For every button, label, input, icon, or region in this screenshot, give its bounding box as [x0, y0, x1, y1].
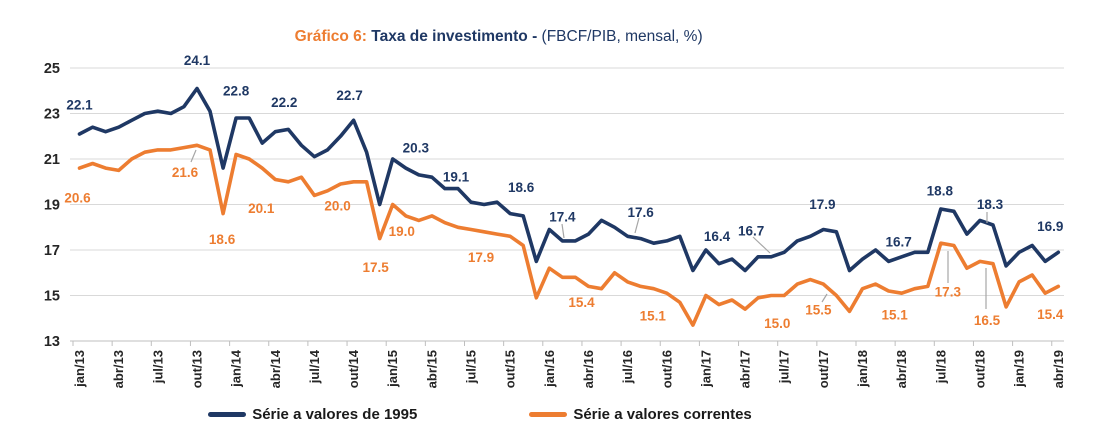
- data-label-out/13-24.1: 24.1: [184, 53, 211, 68]
- leader-line-15.5: [821, 293, 828, 303]
- chart-legend: Série a valores de 1995 Série a valores …: [0, 406, 960, 423]
- x-tick-label-jul/17: jul/17: [777, 350, 792, 384]
- data-label-jul/15-19.1: 19.1: [443, 170, 470, 185]
- data-label-abr/14-20.1: 20.1: [248, 201, 275, 216]
- data-label-mar/15-20.3: 20.3: [403, 140, 430, 155]
- legend-label-serie-correntes: Série a valores correntes: [573, 406, 752, 423]
- data-label-abr/19-16.9: 16.9: [1037, 219, 1063, 234]
- series-line-valores-correntes: [77, 143, 1061, 327]
- x-tick-label-abr/13: abr/13: [111, 350, 126, 388]
- data-label-jul/16-17.6: 17.6: [627, 205, 654, 220]
- data-label-jul/18-17.3: 17.3: [935, 285, 962, 300]
- x-tick-label-abr/14: abr/14: [268, 349, 283, 388]
- x-tick-label-jan/15: jan/15: [385, 350, 400, 388]
- data-label-out/17-15.5: 15.5: [805, 303, 832, 318]
- x-tick-label-jul/15: jul/15: [464, 350, 479, 384]
- data-labels: 20.6 21.6 18.6 20.1 20.0 17.5 19.0 17.9 15.4 15.1…: [64, 53, 1064, 331]
- chart-title-units: (FBCF/PIB, mensal, %): [541, 28, 703, 45]
- x-axis-ticks: [72, 341, 1053, 346]
- data-label-out/14-22.7: 22.7: [336, 88, 362, 103]
- chart-title-text: Taxa de investimento -: [371, 28, 542, 45]
- data-label-out/18-16.5: 16.5: [974, 313, 1001, 328]
- legend-swatch-navy-line: [208, 412, 247, 417]
- legend-swatch-orange-line: [529, 412, 568, 417]
- x-tick-label-abr/17: abr/17: [738, 350, 753, 388]
- leader-line-17.4: [561, 223, 565, 239]
- legend-label-serie-1995: Série a valores de 1995: [252, 406, 418, 423]
- x-tick-label-jan/17: jan/17: [698, 350, 713, 388]
- x-tick-label-jan/16: jan/16: [542, 350, 557, 388]
- y-tick-label-21: 21: [44, 152, 60, 168]
- legend-item-serie-correntes: Série a valores correntes: [529, 406, 752, 423]
- x-tick-label-out/15: out/15: [503, 350, 518, 388]
- series-line-valores-1995: [77, 86, 1061, 273]
- y-tick-label-19: 19: [44, 198, 60, 214]
- x-tick-label-abr/19: abr/19: [1051, 350, 1066, 388]
- y-tick-label-25: 25: [44, 61, 60, 77]
- data-label-out/17-17.9: 17.9: [809, 197, 835, 212]
- chart-title-number: Gráfico 6:: [294, 28, 372, 45]
- x-tick-label-jan/18: jan/18: [855, 350, 870, 388]
- x-tick-label-abr/16: abr/16: [581, 350, 596, 388]
- x-tick-label-abr/18: abr/18: [894, 350, 909, 388]
- data-label-jan/13-22.1: 22.1: [66, 97, 93, 112]
- data-label-abr/14-22.2: 22.2: [271, 95, 297, 110]
- x-tick-label-jan/19: jan/19: [1012, 350, 1027, 388]
- label-leader-lines: [190, 149, 988, 309]
- data-label-dez/14-17.5: 17.5: [363, 260, 390, 275]
- leader-line-21.6: [190, 149, 197, 163]
- x-tick-label-out/18: out/18: [972, 350, 987, 388]
- data-label-jan/14-22.8: 22.8: [223, 84, 250, 99]
- data-label-abr/18-16.7: 16.7: [886, 234, 912, 249]
- y-tick-label-15: 15: [44, 289, 60, 305]
- data-label-abr/19-15.4: 15.4: [1037, 307, 1064, 322]
- data-label-jul/15-17.9: 17.9: [468, 250, 494, 265]
- x-tick-label-jan/14: jan/14: [229, 349, 244, 388]
- x-tick-label-jul/13: jul/13: [150, 350, 165, 384]
- x-axis-labels: jan/13 abr/13 jul/13 out/13 jan/14 abr/14 jul/…: [72, 349, 1066, 388]
- data-label-out/15-18.6: 18.6: [508, 180, 535, 195]
- data-label-out/14-20.0: 20.0: [324, 198, 350, 213]
- data-label-fev/16-17.4: 17.4: [549, 209, 576, 224]
- x-tick-label-out/13: out/13: [189, 350, 204, 388]
- data-label-fev/17-16.4: 16.4: [704, 229, 731, 244]
- y-tick-label-13: 13: [44, 334, 60, 350]
- y-tick-label-17: 17: [44, 243, 60, 259]
- y-axis-labels: 25 23 21 19 17 15 13: [44, 61, 60, 350]
- data-label-out/18-18.3: 18.3: [977, 197, 1004, 212]
- data-label-abr/16-15.4: 15.4: [568, 295, 595, 310]
- data-label-out/16-15.1: 15.1: [640, 309, 667, 324]
- legend-item-serie-1995: Série a valores de 1995: [208, 406, 417, 423]
- data-label-out/13-21.6: 21.6: [172, 165, 199, 180]
- leader-line-17.6: [634, 217, 640, 234]
- x-tick-label-abr/15: abr/15: [424, 350, 439, 388]
- data-label-jul/18-18.8: 18.8: [927, 184, 954, 199]
- x-tick-label-jul/16: jul/16: [620, 350, 635, 384]
- x-tick-label-jul/14: jul/14: [307, 349, 322, 384]
- data-label-abr/18-15.1: 15.1: [882, 308, 909, 323]
- chart-title: Gráfico 6: Taxa de investimento - (FBCF/…: [0, 10, 980, 64]
- data-label-jul/17-15.0: 15.0: [764, 316, 790, 331]
- x-tick-label-jan/13: jan/13: [72, 350, 87, 388]
- leader-line-16.7: [752, 236, 771, 254]
- x-tick-label-out/16: out/16: [659, 350, 674, 388]
- data-label-jun/17-16.7: 16.7: [738, 223, 764, 238]
- y-tick-label-23: 23: [44, 107, 60, 123]
- data-label-jan/15-19.0: 19.0: [389, 224, 415, 239]
- x-tick-label-jul/18: jul/18: [933, 350, 948, 384]
- data-label-dez/13-18.6: 18.6: [209, 232, 236, 247]
- data-label-jan/13-20.6: 20.6: [64, 191, 91, 206]
- x-tick-label-out/14: out/14: [346, 349, 361, 388]
- gridlines: [70, 67, 1064, 342]
- x-tick-label-out/17: out/17: [816, 350, 831, 388]
